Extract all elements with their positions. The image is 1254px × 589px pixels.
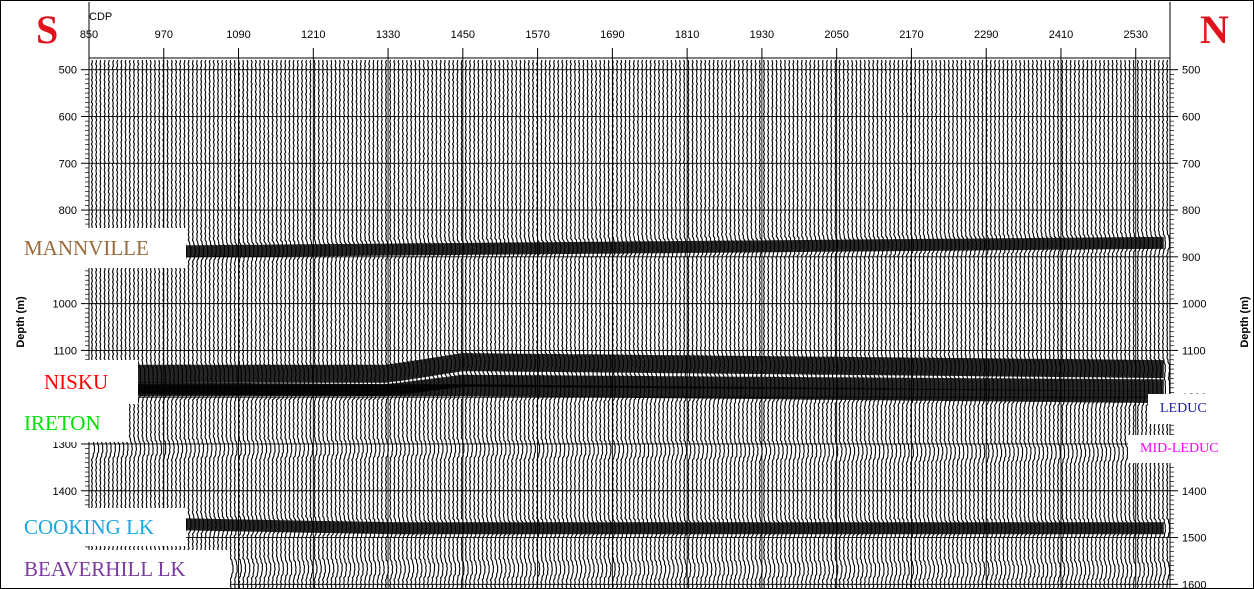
x-tick-label: 2050 [824,29,848,41]
horizon-label-mannville: MANNVILLE [10,228,186,268]
horizon-band [89,390,1164,397]
horizon-label-cooking-lk: COOKING LK [10,508,186,546]
y-tick-label-right: 1400 [1182,486,1206,498]
x-tick-label: 2410 [1049,29,1073,41]
y-tick-label-right: 1600 [1182,579,1206,589]
x-tick-label: 1930 [750,29,774,41]
x-tick-label: 2170 [899,29,923,41]
x-tick-label: 1570 [525,29,549,41]
y-tick-label-right: 800 [1182,205,1200,217]
y-tick-label-right: 900 [1182,252,1200,264]
horizon-label-mid-leduc: MID-LEDUC [1128,435,1236,463]
horizon-label-beaverhill-lk: BEAVERHILL LK [10,550,230,588]
y-tick-label-left: 600 [59,111,77,123]
y-tick-label-right: 500 [1182,65,1200,77]
x-tick-label: 1090 [226,29,250,41]
x-tick-label: 1690 [600,29,624,41]
y-tick-label-left: 500 [59,65,77,77]
north-label: N [1200,10,1229,50]
horizon-label-nisku: NISKU [10,360,138,404]
y-tick-label-left: 800 [59,205,77,217]
horizon-band [89,524,1164,529]
south-label: S [36,10,58,50]
x-tick-label: 850 [80,29,98,41]
y-tick-label-left: 1400 [53,486,77,498]
x-tick-label: 1330 [376,29,400,41]
x-tick-label: 2530 [1123,29,1147,41]
x-tick-label: 970 [155,29,173,41]
y-tick-label-right: 700 [1182,158,1200,170]
x-tick-label: 1210 [301,29,325,41]
y-tick-label-left: 1000 [53,299,77,311]
horizon-label-leduc: LEDUC [1148,394,1228,424]
y-tick-label-right: 1500 [1182,533,1206,545]
x-tick-label: 1450 [451,29,475,41]
y-tick-label-right: 1000 [1182,299,1206,311]
y-tick-label-right: 600 [1182,111,1200,123]
y-axis-label-right: Depth (m) [1239,292,1251,352]
x-tick-label: 2290 [974,29,998,41]
x-axis-label: CDP [89,11,112,23]
y-axis-label-left: Depth (m) [15,292,27,352]
x-tick-label: 1810 [675,29,699,41]
y-tick-label-left: 700 [59,158,77,170]
y-tick-label-left: 1100 [53,345,77,357]
horizon-label-ireton: IRETON [10,404,128,442]
y-tick-label-right: 1100 [1182,345,1206,357]
